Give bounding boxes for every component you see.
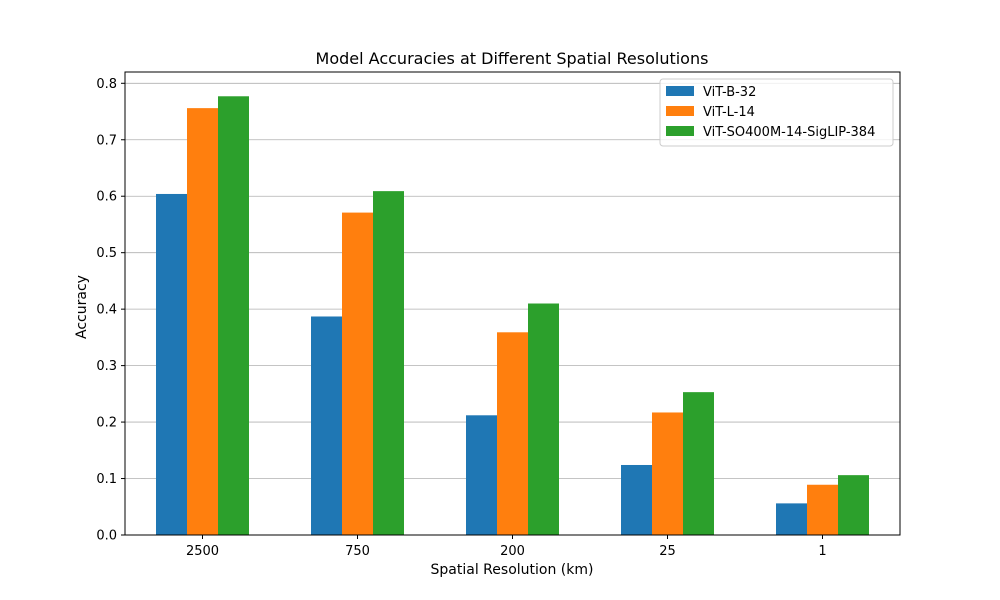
axis-ticks: 0.0 0.1 0.2 0.3 0.4 0.5 0.6 0.7 0.8 2500 750 200 25 1 <box>96 77 826 559</box>
bar <box>683 392 714 535</box>
x-tick-label: 750 <box>345 544 370 559</box>
y-tick-label: 0.3 <box>96 359 117 374</box>
bar <box>528 303 559 535</box>
bar <box>218 96 249 535</box>
y-tick-label: 0.2 <box>96 416 117 431</box>
gridlines <box>125 82 900 536</box>
legend-swatch <box>666 86 694 96</box>
y-tick-label: 0.1 <box>96 472 117 487</box>
legend: ViT-B-32 ViT-L-14 ViT-SO400M-14-SigLIP-384 <box>659 78 894 147</box>
y-tick-label: 0.0 <box>96 529 117 544</box>
legend-swatch <box>666 126 694 136</box>
bar <box>342 212 373 535</box>
y-tick-label: 0.4 <box>96 303 117 318</box>
legend-box <box>659 78 894 147</box>
y-tick-label: 0.6 <box>96 190 117 205</box>
bar <box>466 415 497 535</box>
bar <box>187 108 218 535</box>
y-tick-label: 0.7 <box>96 133 117 148</box>
x-tick-label: 25 <box>659 544 676 559</box>
x-tick-label: 1 <box>818 544 826 559</box>
x-axis-label: Spatial Resolution (km) <box>431 562 594 578</box>
bar <box>621 464 652 535</box>
y-axis-label: Accuracy <box>74 275 90 339</box>
bar <box>373 191 404 535</box>
legend-swatch <box>666 106 694 116</box>
y-tick-label: 0.8 <box>96 77 117 92</box>
x-tick-label: 2500 <box>186 544 219 559</box>
chart-title: Model Accuracies at Different Spatial Re… <box>316 49 709 68</box>
bars <box>156 96 869 535</box>
bar <box>652 412 683 535</box>
legend-label: ViT-L-14 <box>703 105 755 120</box>
y-tick-label: 0.5 <box>96 246 117 261</box>
bar <box>807 484 838 535</box>
legend-label: ViT-B-32 <box>703 85 756 100</box>
bar <box>311 316 342 535</box>
bar <box>156 193 187 535</box>
bar <box>838 475 869 535</box>
legend-label: ViT-SO400M-14-SigLIP-384 <box>703 125 875 140</box>
bar <box>497 332 528 535</box>
bar <box>776 503 807 535</box>
x-tick-label: 200 <box>500 544 525 559</box>
